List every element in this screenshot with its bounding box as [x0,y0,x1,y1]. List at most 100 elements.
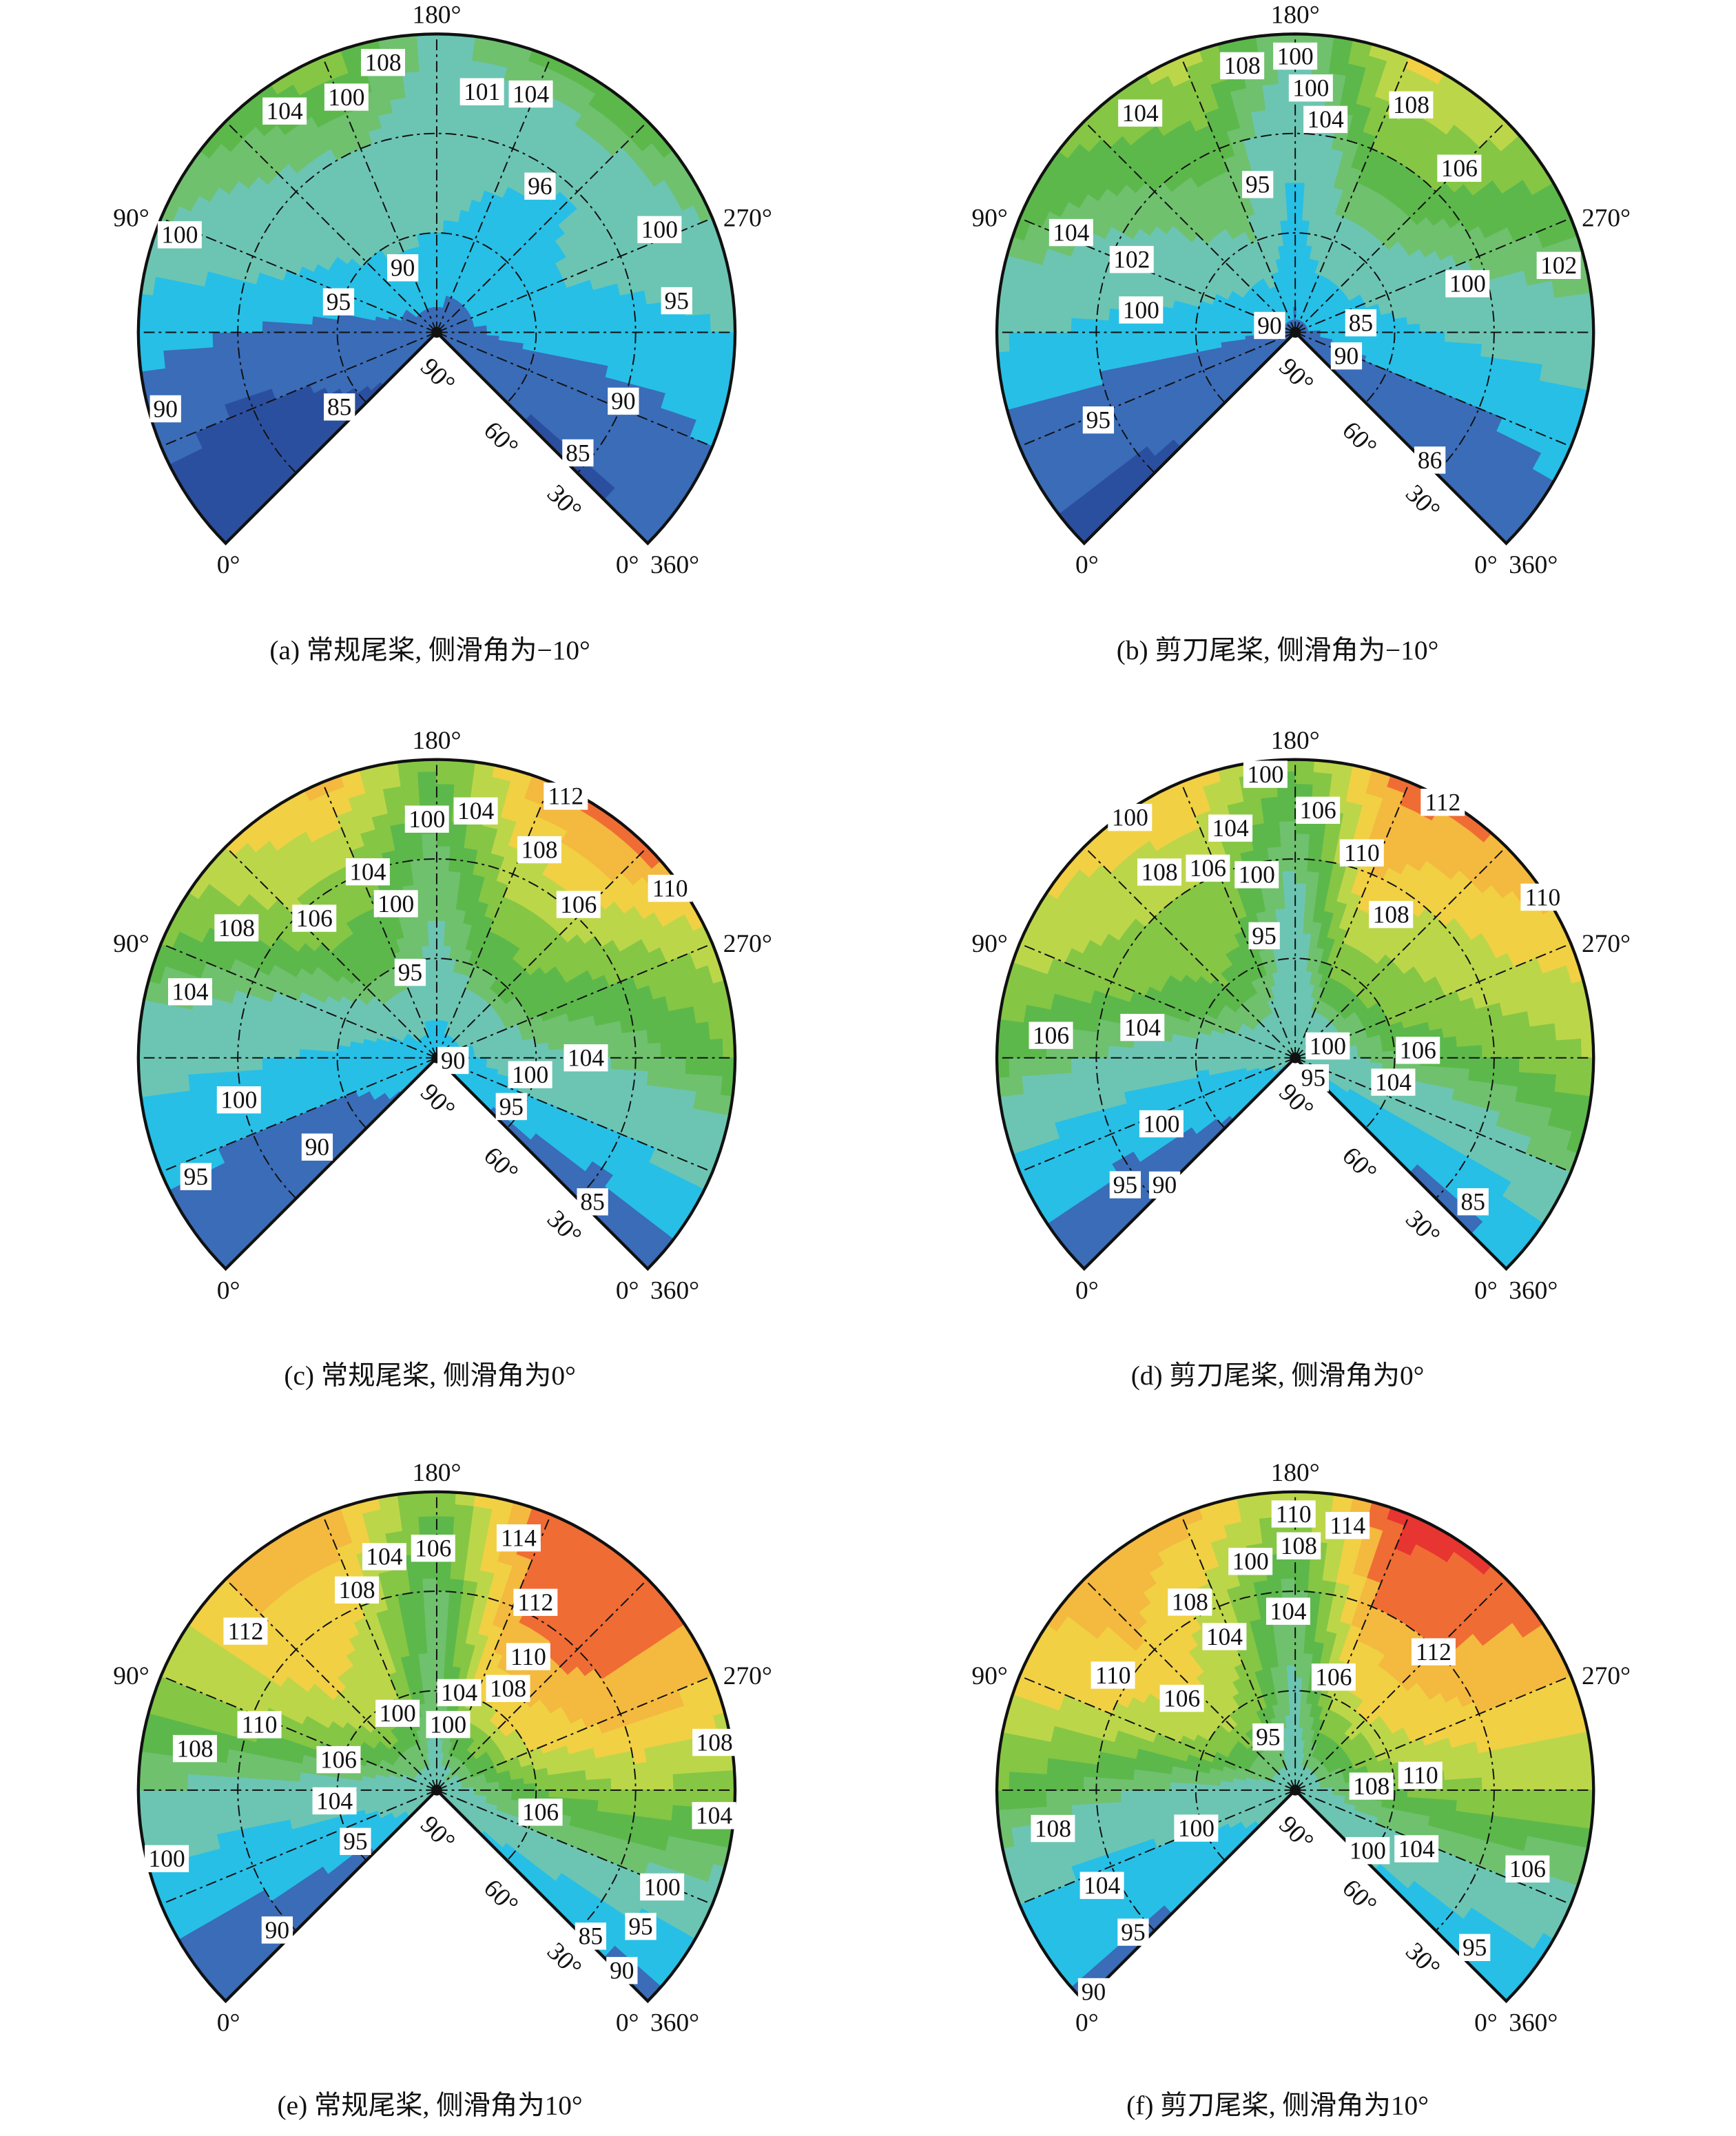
contour-cell [410,858,425,874]
contour-cell [1270,145,1285,160]
contour-cell [1480,318,1495,333]
contour-cell [634,318,649,333]
contour-cell [400,872,415,888]
contour-cell [200,1026,216,1044]
contour-cell [416,183,428,198]
contour-cell [684,315,699,333]
contour-cell [399,771,420,787]
contour-label: 85 [327,393,351,421]
contour-cell [404,83,422,99]
contour-cell [1443,321,1458,333]
contour-cell [695,1022,710,1041]
contour-cell [607,1021,622,1036]
contour-cell [213,302,228,319]
contour-cell [436,107,452,122]
contour-cell [250,1068,265,1083]
contour-label: 104 [1053,218,1089,246]
contour-cell [436,70,455,85]
contour-cell [324,338,339,348]
contour-cell [1277,195,1288,210]
contour-cell [324,1050,338,1059]
contour-cell [1009,294,1025,315]
contour-cell [1418,331,1433,342]
contour-cell [262,1034,278,1048]
contour-cell [1084,344,1099,361]
contour-cell [213,345,228,362]
contour-cell [409,846,424,862]
contour-cell [1443,311,1457,323]
contour-cell [188,299,203,318]
contour-cell [1294,158,1308,172]
contour-cell [585,331,599,344]
contour-cell [420,933,430,948]
contour-cell [250,343,265,357]
contour-cell [1465,295,1481,311]
contour-cell [1430,312,1445,324]
contour-cell [1009,313,1023,333]
contour-fill [138,33,736,544]
contour-cell [1059,346,1074,364]
contour-cell [436,920,446,935]
contour-label: 102 [1540,251,1577,279]
contour-cell [274,1057,289,1069]
contour-cell [213,1028,228,1045]
contour-cell [672,315,686,333]
contour-label: 100 [328,83,364,111]
contour-cell [1220,331,1234,338]
contour-cell [418,784,437,798]
contour-cell [1294,207,1304,222]
contour-cell [1567,331,1582,352]
contour-label: 104 [1308,105,1344,133]
contour-cell [1479,306,1495,321]
contour-cell [1468,331,1482,345]
contour-cell [560,322,574,333]
contour-cell [1275,183,1287,198]
contour-label: 108 [1393,91,1429,118]
contour-cell [1021,331,1035,351]
contour-cell [418,58,437,72]
contour-cell [213,1071,228,1088]
contour-cell [163,331,177,351]
contour-cell [151,1019,167,1041]
contour-cell [1281,232,1290,247]
contour-cell [1281,121,1296,134]
contour-cell [420,83,437,97]
contour-cell [188,347,203,366]
contour-cell [262,331,276,344]
contour-cell [212,317,227,333]
contour-cell [431,982,437,997]
contour-label: 95 [665,287,689,314]
azimuth-tick-label: 0° [1474,551,1498,579]
contour-cell [1455,342,1470,356]
contour-cell [446,158,460,173]
azimuth-tick-label: 0° [1075,551,1099,579]
contour-cell [610,320,624,333]
contour-cell [428,207,437,222]
elevation-tick-label: 30° [541,479,587,525]
contour-cell [427,195,437,209]
contour-cell [1405,315,1420,326]
contour-cell [1071,331,1085,348]
contour-cell [1542,331,1557,350]
contour-cell [1281,133,1296,147]
contour-cell [1265,108,1282,123]
contour-cell [150,1038,165,1059]
contour-cell [608,307,623,322]
contour-cell [1108,331,1122,345]
contour-cell [1272,158,1285,173]
contour-cell [436,195,446,209]
contour-cell [187,1057,202,1075]
contour-cell [522,1044,537,1053]
contour-label: 100 [641,216,678,243]
azimuth-tick-label: 360° [650,551,699,579]
contour-cell [1267,121,1283,136]
contour-cell [163,1039,177,1059]
contour-cell [1294,170,1307,184]
contour-cell [645,302,661,319]
contour-cell [1258,147,1273,163]
contour-cell [187,331,202,349]
azimuth-tick-label: 90° [113,205,149,233]
contour-cell [337,331,351,340]
contour-label: 108 [364,49,401,76]
contour-cell [225,1044,239,1059]
